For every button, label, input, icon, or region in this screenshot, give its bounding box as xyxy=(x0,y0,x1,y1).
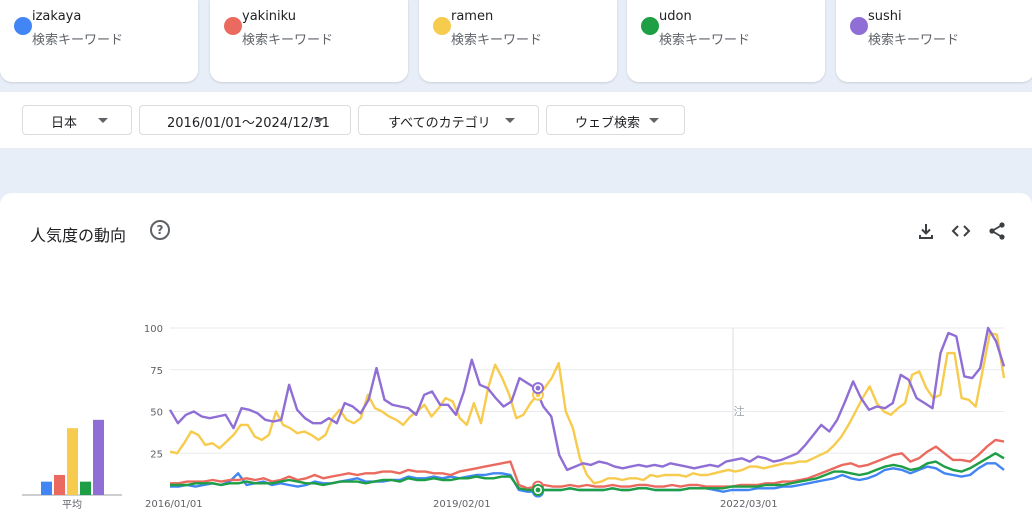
term-name: ramen xyxy=(451,9,494,24)
average-bar-izakaya xyxy=(41,481,52,495)
dropdown-caret-icon xyxy=(505,118,515,123)
color-dot-icon xyxy=(850,17,868,35)
term-subtitle: 検索キーワード xyxy=(451,33,543,48)
term-name: udon xyxy=(659,9,692,24)
series-line-izakaya xyxy=(170,462,1005,493)
date-range-select[interactable]: 2016/01/01〜2024/12/31 xyxy=(139,105,351,135)
series-line-ramen xyxy=(169,331,1006,485)
average-bar-ramen xyxy=(67,428,78,495)
term-subtitle: 検索キーワード xyxy=(32,33,124,48)
region-select[interactable]: 日本 xyxy=(22,105,132,135)
x-tick-label: 2019/02/01 xyxy=(433,499,491,510)
y-tick-label: 50 xyxy=(150,408,163,419)
term-subtitle: 検索キーワード xyxy=(868,33,960,48)
term-name: sushi xyxy=(868,9,902,24)
panel-title: 人気度の動向 xyxy=(30,226,127,245)
series-line-yakiniku xyxy=(170,438,1005,490)
color-dot-icon xyxy=(433,17,451,35)
date-range-value: 2016/01/01〜2024/12/31 xyxy=(167,116,330,131)
average-bar-yakiniku xyxy=(54,474,65,495)
term-name: izakaya xyxy=(32,9,82,24)
region-value: 日本 xyxy=(51,116,78,131)
search-type-select[interactable]: ウェブ検索 xyxy=(546,105,685,135)
category-select[interactable]: すべてのカテゴリ xyxy=(358,105,539,135)
dropdown-caret-icon xyxy=(98,118,108,123)
average-bar-sushi xyxy=(93,419,104,495)
series-line-sushi xyxy=(168,326,1006,472)
y-tick-label: 75 xyxy=(150,366,163,377)
color-dot-icon xyxy=(14,17,32,35)
y-tick-label: 25 xyxy=(150,449,163,460)
term-card-udon[interactable]: udon 検索キーワード xyxy=(627,0,825,82)
hover-marker-dot-sushi xyxy=(535,385,541,391)
search-type-value: ウェブ検索 xyxy=(575,116,641,131)
interest-over-time-panel: 人気度の動向 ? 平均 注 2016/01/01 2019/02/01 2022… xyxy=(0,193,1032,522)
dropdown-caret-icon xyxy=(649,118,659,123)
term-subtitle: 検索キーワード xyxy=(242,33,334,48)
dropdown-caret-icon xyxy=(314,118,324,123)
filter-bar: 日本 2016/01/01〜2024/12/31 すべてのカテゴリ ウェブ検索 xyxy=(0,92,1032,148)
term-card-izakaya[interactable]: izakaya 検索キーワード xyxy=(0,0,198,82)
y-tick-label: 100 xyxy=(144,324,163,335)
download-icon[interactable] xyxy=(916,221,936,241)
term-card-sushi[interactable]: sushi 検索キーワード xyxy=(836,0,1032,82)
trend-chart: 平均 注 2016/01/01 2019/02/01 2022/03/01 25… xyxy=(22,324,1006,511)
average-bar-udon xyxy=(80,481,91,495)
hover-marker-dot-udon xyxy=(535,487,541,493)
term-card-yakiniku[interactable]: yakiniku 検索キーワード xyxy=(210,0,408,82)
category-value: すべてのカテゴリ xyxy=(388,116,491,131)
color-dot-icon xyxy=(224,17,242,35)
color-dot-icon xyxy=(641,17,659,35)
average-label: 平均 xyxy=(62,499,82,511)
term-card-ramen[interactable]: ramen 検索キーワード xyxy=(419,0,617,82)
series-line-udon xyxy=(170,452,1005,492)
term-name: yakiniku xyxy=(242,9,297,24)
x-tick-label: 2016/01/01 xyxy=(145,499,203,510)
term-subtitle: 検索キーワード xyxy=(659,33,751,48)
x-tick-label: 2022/03/01 xyxy=(720,499,778,510)
help-circle-icon[interactable]: ? xyxy=(150,220,170,240)
embed-code-icon[interactable] xyxy=(951,221,971,241)
share-icon[interactable] xyxy=(987,221,1007,241)
